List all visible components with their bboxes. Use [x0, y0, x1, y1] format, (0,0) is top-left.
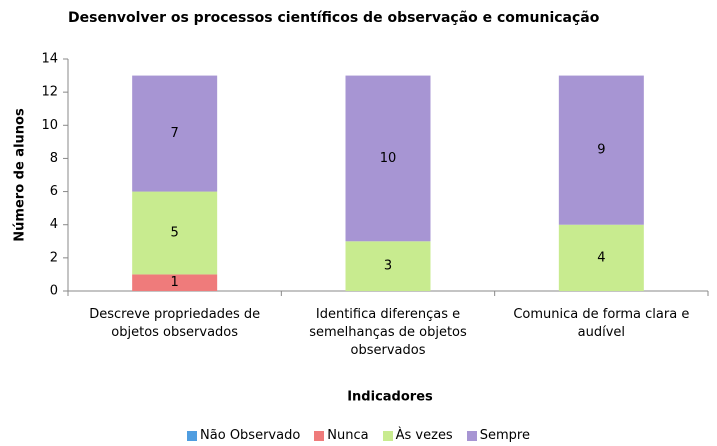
legend-swatch: [314, 430, 325, 441]
x-tick-label: Descreve propriedades de objetos observa…: [89, 307, 261, 340]
bar-segment: [345, 75, 431, 242]
data-label: 7: [171, 126, 179, 141]
y-tick-label: 0: [50, 284, 58, 299]
data-label: 1: [171, 275, 179, 290]
legend-swatch: [187, 430, 198, 441]
y-tick-label: 10: [41, 118, 58, 133]
legend: Não Observado Nunca Às vezes Sempre: [0, 428, 717, 443]
bar-segment: [345, 241, 431, 291]
x-tick-label: Comunica de forma clara e audível: [513, 307, 690, 340]
legend-swatch: [382, 430, 393, 441]
data-label: 5: [171, 226, 179, 241]
y-tick-label: 12: [41, 85, 58, 100]
legend-label: Nunca: [327, 428, 369, 443]
legend-swatch: [466, 430, 477, 441]
legend-item: Nunca: [314, 428, 369, 443]
y-tick-label: 4: [50, 217, 58, 232]
y-tick-label: 14: [41, 52, 58, 67]
bar-segment: [558, 75, 644, 225]
legend-label: Sempre: [479, 428, 530, 443]
data-label: 4: [597, 250, 605, 265]
legend-item: Não Observado: [187, 428, 300, 443]
y-axis-title: Número de alunos: [13, 108, 28, 242]
legend-label: Às vezes: [395, 428, 453, 443]
legend-item: Sempre: [466, 428, 530, 443]
legend-label: Não Observado: [200, 428, 301, 443]
legend-item: Às vezes: [382, 428, 453, 443]
data-label: 10: [380, 151, 397, 166]
data-label: 9: [597, 143, 605, 158]
bar-segment: [132, 274, 218, 291]
chart-title: Desenvolver os processos científicos de …: [68, 10, 600, 26]
data-label: 3: [384, 259, 392, 274]
y-tick-label: 6: [50, 184, 58, 199]
bar-segment: [132, 191, 218, 275]
x-axis-title: Indicadores: [347, 390, 433, 405]
bar-segment: [558, 224, 644, 291]
x-tick-label: Identifica diferenças e semelhanças de o…: [309, 307, 467, 358]
bar-segment: [132, 75, 218, 192]
y-tick-label: 2: [50, 250, 58, 265]
y-tick-label: 8: [50, 151, 58, 166]
